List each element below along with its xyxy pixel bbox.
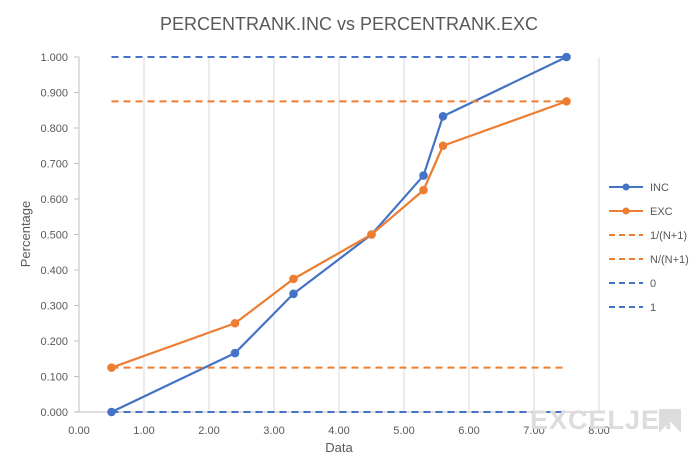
legend-label-n-n-1: N/(N+1) bbox=[650, 254, 689, 266]
y-tick-label: 0.900 bbox=[40, 88, 68, 100]
data-point-inc bbox=[562, 52, 571, 62]
y-tick-label: 0.400 bbox=[40, 265, 68, 277]
data-point-exc bbox=[230, 318, 240, 328]
legend-label-inc: INC bbox=[650, 182, 669, 194]
y-tick-label: 0.600 bbox=[40, 194, 68, 206]
x-tick-label: 2.00 bbox=[198, 425, 219, 437]
y-axis-title: Percentage bbox=[18, 201, 33, 268]
y-tick-label: 0.500 bbox=[40, 230, 68, 242]
x-axis-title: Data bbox=[325, 440, 353, 455]
y-tick-label: 0.200 bbox=[40, 336, 68, 348]
data-point-exc bbox=[419, 185, 428, 195]
data-point-exc bbox=[562, 97, 571, 106]
x-tick-label: 3.00 bbox=[263, 425, 284, 437]
watermark-text: EXCELJET bbox=[530, 405, 678, 435]
y-tick-label: 0.300 bbox=[40, 301, 68, 313]
x-tick-label: 7.00 bbox=[523, 425, 544, 437]
y-tick-label: 0.700 bbox=[40, 159, 68, 171]
x-tick-label: 4.00 bbox=[328, 425, 349, 437]
data-point-exc bbox=[438, 141, 448, 151]
legend-label-1: 1 bbox=[650, 302, 656, 314]
legend: INC EXC 1/(N+1) N/(N+1) 0 1 bbox=[609, 182, 689, 314]
y-tick-label: 0.000 bbox=[40, 407, 68, 419]
y-tick-label: 1.000 bbox=[40, 52, 68, 64]
data-point-inc bbox=[230, 348, 240, 358]
legend-label-exc: EXC bbox=[650, 206, 673, 218]
watermark-icon bbox=[659, 409, 681, 433]
x-tick-label: 8.00 bbox=[588, 425, 609, 437]
grid-layer bbox=[78, 57, 600, 412]
axis-layer: 0.00 1.00 2.00 3.00 4.00 5.00 6.00 7.00 8.00 0.00… bbox=[40, 52, 609, 437]
data-point-inc bbox=[289, 289, 298, 299]
chart-title: PERCENTRANK.INC vs PERCENTRANK.EXC bbox=[160, 14, 538, 34]
legend-label-0: 0 bbox=[650, 278, 656, 290]
x-tick-label: 6.00 bbox=[458, 425, 479, 437]
legend-marker-inc bbox=[622, 183, 630, 191]
y-tick-label: 0.800 bbox=[40, 123, 68, 135]
x-tick-label: 5.00 bbox=[393, 425, 414, 437]
watermark-logo: EXCELJET bbox=[530, 405, 681, 435]
x-tick-label: 0.00 bbox=[68, 425, 89, 437]
data-point-inc bbox=[419, 171, 428, 180]
legend-label-1-n-1: 1/(N+1) bbox=[650, 230, 687, 242]
data-point-inc bbox=[438, 111, 448, 121]
data-point-exc bbox=[289, 274, 298, 284]
x-tick-label: 1.00 bbox=[133, 425, 154, 437]
data-point-exc bbox=[367, 230, 376, 239]
y-tick-label: 0.100 bbox=[40, 372, 68, 384]
legend-marker-exc bbox=[622, 207, 630, 215]
series-layer bbox=[107, 52, 571, 417]
